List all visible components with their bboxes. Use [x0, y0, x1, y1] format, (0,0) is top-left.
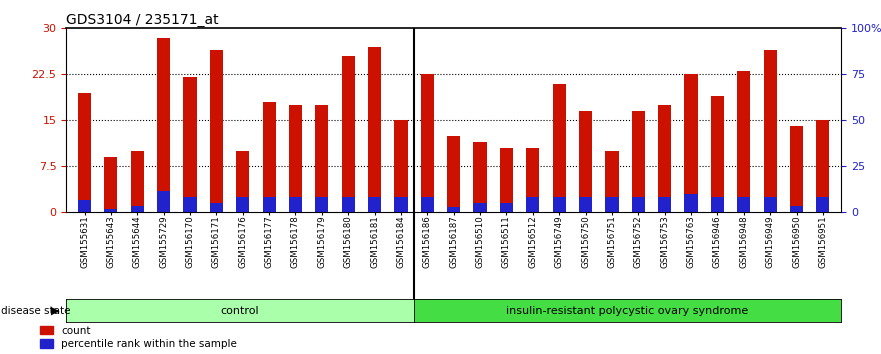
Bar: [605, 197, 618, 212]
Bar: [236, 197, 249, 212]
Bar: [210, 203, 223, 212]
Text: control: control: [220, 306, 259, 316]
Bar: [183, 78, 196, 212]
Text: GSM156170: GSM156170: [186, 215, 195, 268]
Text: GSM155729: GSM155729: [159, 215, 168, 268]
Text: GSM156510: GSM156510: [476, 215, 485, 268]
Text: insulin-resistant polycystic ovary syndrome: insulin-resistant polycystic ovary syndr…: [507, 306, 749, 316]
Text: GSM156949: GSM156949: [766, 215, 774, 268]
Legend: count, percentile rank within the sample: count, percentile rank within the sample: [41, 326, 237, 349]
Bar: [473, 203, 486, 212]
Bar: [764, 50, 777, 212]
Text: GSM155643: GSM155643: [107, 215, 115, 268]
Bar: [78, 93, 91, 212]
Bar: [448, 207, 460, 212]
Bar: [157, 191, 170, 212]
Bar: [632, 111, 645, 212]
Bar: [342, 197, 355, 212]
Bar: [289, 105, 302, 212]
Bar: [263, 197, 276, 212]
Bar: [552, 84, 566, 212]
Text: GSM156511: GSM156511: [502, 215, 511, 268]
Text: GSM156180: GSM156180: [344, 215, 352, 268]
Text: GSM156750: GSM156750: [581, 215, 590, 268]
Bar: [579, 197, 592, 212]
Bar: [473, 142, 486, 212]
Bar: [130, 151, 144, 212]
Text: GSM156184: GSM156184: [396, 215, 405, 268]
Text: GSM156946: GSM156946: [713, 215, 722, 268]
Bar: [632, 197, 645, 212]
Bar: [500, 148, 513, 212]
Text: GSM156950: GSM156950: [792, 215, 801, 268]
Text: GSM156752: GSM156752: [633, 215, 643, 268]
Bar: [342, 56, 355, 212]
Bar: [210, 50, 223, 212]
Bar: [448, 136, 460, 212]
Text: GSM156178: GSM156178: [291, 215, 300, 268]
Bar: [658, 197, 671, 212]
Bar: [579, 111, 592, 212]
Text: GSM156948: GSM156948: [739, 215, 748, 268]
Text: GSM156187: GSM156187: [449, 215, 458, 268]
Bar: [236, 151, 249, 212]
Bar: [658, 105, 671, 212]
Bar: [711, 197, 724, 212]
Bar: [737, 71, 751, 212]
Text: GSM156763: GSM156763: [686, 215, 695, 268]
Bar: [104, 209, 117, 212]
Bar: [421, 197, 434, 212]
Text: GSM156512: GSM156512: [529, 215, 537, 268]
Bar: [421, 74, 434, 212]
Bar: [368, 47, 381, 212]
Bar: [130, 206, 144, 212]
Text: GSM156753: GSM156753: [660, 215, 670, 268]
Bar: [552, 197, 566, 212]
Bar: [685, 74, 698, 212]
Bar: [500, 203, 513, 212]
Text: GSM156179: GSM156179: [317, 215, 326, 268]
Text: ▶: ▶: [51, 306, 60, 316]
Bar: [711, 96, 724, 212]
Bar: [368, 197, 381, 212]
Bar: [395, 197, 408, 212]
Text: disease state: disease state: [1, 306, 70, 316]
Text: GSM156751: GSM156751: [607, 215, 617, 268]
Bar: [790, 206, 803, 212]
Bar: [263, 102, 276, 212]
Text: GSM156177: GSM156177: [264, 215, 274, 268]
Bar: [737, 197, 751, 212]
Bar: [764, 197, 777, 212]
Text: GSM156171: GSM156171: [212, 215, 221, 268]
Bar: [183, 197, 196, 212]
Bar: [157, 38, 170, 212]
Bar: [104, 157, 117, 212]
Text: GSM156181: GSM156181: [370, 215, 379, 268]
Bar: [526, 197, 539, 212]
Bar: [315, 105, 329, 212]
Bar: [526, 148, 539, 212]
Bar: [817, 197, 830, 212]
Bar: [78, 200, 91, 212]
Text: GSM156951: GSM156951: [818, 215, 827, 268]
Bar: [289, 197, 302, 212]
Text: GDS3104 / 235171_at: GDS3104 / 235171_at: [66, 13, 218, 27]
Text: GSM156186: GSM156186: [423, 215, 432, 268]
Text: GSM156176: GSM156176: [238, 215, 248, 268]
Bar: [817, 120, 830, 212]
Bar: [315, 197, 329, 212]
Bar: [685, 194, 698, 212]
Bar: [605, 151, 618, 212]
Text: GSM155631: GSM155631: [80, 215, 89, 268]
Bar: [395, 120, 408, 212]
Text: GSM156749: GSM156749: [555, 215, 564, 268]
Text: GSM155644: GSM155644: [133, 215, 142, 268]
Bar: [790, 126, 803, 212]
